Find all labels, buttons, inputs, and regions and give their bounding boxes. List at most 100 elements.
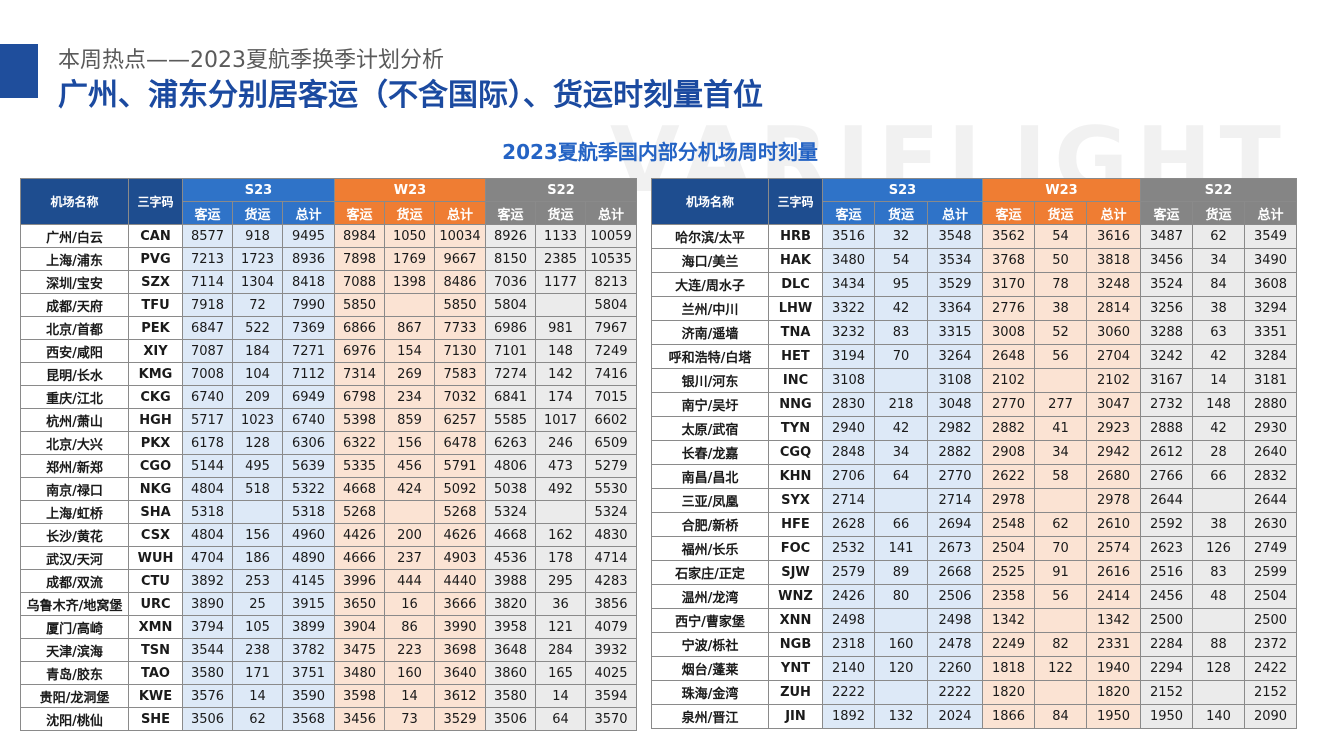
- s22-cargo-cell: 121: [535, 615, 587, 639]
- w23-total-cell: 6257: [434, 408, 487, 432]
- w23-cargo-cell: 50: [1034, 248, 1088, 273]
- airport-code-cell: PKX: [128, 431, 183, 455]
- w23-passenger-cell: 3475: [334, 638, 386, 662]
- s22-cargo-cell: 128: [1192, 656, 1246, 681]
- s23-total-cell: 2882: [926, 440, 984, 465]
- w23-passenger-cell: 6866: [334, 316, 386, 340]
- s23-passenger-cell: 2628: [822, 512, 875, 537]
- w23-total-cell: 1950: [1086, 704, 1142, 729]
- s22-cargo-cell: 36: [535, 592, 587, 616]
- w23-total-cell: 3060: [1086, 320, 1142, 345]
- airport-name-cell: 天津/滨海: [20, 638, 129, 662]
- airport-name-cell: 西宁/曹家堡: [651, 608, 769, 633]
- table-row: 深圳/宝安 SZX 7114 1304 8418 7088 1398 8486 7036 1177…: [20, 270, 638, 294]
- w23-total-cell: 8486: [434, 270, 487, 294]
- w23-cargo-cell: 34: [1034, 440, 1088, 465]
- s22-total-cell: 2422: [1244, 656, 1298, 681]
- airport-code-cell: SYX: [768, 488, 823, 513]
- table-row: 海口/美兰 HAK 3480 54 3534 3768 50 3818 3456 34 3490: [651, 248, 1298, 273]
- w23-total-cell: 4440: [434, 569, 487, 593]
- s22-cargo-cell: 162: [535, 523, 587, 547]
- w23-passenger-cell: 7314: [334, 362, 386, 386]
- s22-total-cell: 3608: [1244, 272, 1298, 297]
- page-subtitle: 本周热点——2023夏航季换季计划分析: [58, 48, 444, 73]
- airport-name-cell: 珠海/金湾: [651, 680, 769, 705]
- w23-cargo-cell: 859: [384, 408, 436, 432]
- airport-name-cell: 沈阳/桃仙: [20, 707, 129, 731]
- s22-total-cell: 8213: [585, 270, 638, 294]
- w23-passenger-cell: 3598: [334, 684, 386, 708]
- w23-cargo-cell: 54: [1034, 224, 1088, 249]
- airport-code-cell: TNA: [768, 320, 823, 345]
- airport-code-cell: KWE: [128, 684, 183, 708]
- sub-passenger: 客运: [822, 201, 875, 225]
- w23-total-cell: 2704: [1086, 344, 1142, 369]
- airport-name-cell: 贵阳/龙洞堡: [20, 684, 129, 708]
- s22-cargo-cell: 492: [535, 477, 587, 501]
- s22-passenger-cell: 3256: [1140, 296, 1194, 321]
- s23-passenger-cell: 7918: [182, 293, 233, 317]
- s23-cargo-cell: 141: [874, 536, 928, 561]
- airport-name-cell: 温州/龙湾: [651, 584, 769, 609]
- s22-passenger-cell: 2294: [1140, 656, 1194, 681]
- s23-total-cell: 2478: [926, 632, 984, 657]
- w23-total-cell: 3248: [1086, 272, 1142, 297]
- table-row: 成都/双流 CTU 3892 253 4145 3996 444 4440 3988 295 428…: [20, 569, 638, 593]
- airport-code-cell: XIY: [128, 339, 183, 363]
- s23-cargo-cell: 238: [232, 638, 283, 662]
- w23-total-cell: 3666: [434, 592, 487, 616]
- w23-total-cell: 5850: [434, 293, 487, 317]
- s23-passenger-cell: 3434: [822, 272, 875, 297]
- airport-name-cell: 杭州/萧山: [20, 408, 129, 432]
- s23-total-cell: 9495: [281, 224, 336, 248]
- group-w23: W23: [982, 178, 1142, 202]
- airport-name-cell: 上海/虹桥: [20, 500, 129, 524]
- s22-cargo-cell: [1192, 680, 1246, 705]
- w23-cargo-cell: 444: [384, 569, 436, 593]
- w23-total-cell: 3047: [1086, 392, 1142, 417]
- s23-cargo-cell: [874, 680, 928, 705]
- airport-code-cell: KHN: [768, 464, 823, 489]
- s23-cargo-cell: 70: [874, 344, 928, 369]
- table-row: 长沙/黄花 CSX 4804 156 4960 4426 200 4626 4668 162 483…: [20, 523, 638, 547]
- w23-cargo-cell: 456: [384, 454, 436, 478]
- s23-passenger-cell: 3516: [822, 224, 875, 249]
- s22-passenger-cell: 2644: [1140, 488, 1194, 513]
- s23-total-cell: 5318: [281, 500, 336, 524]
- sub-passenger: 客运: [485, 201, 537, 225]
- s23-cargo-cell: 105: [232, 615, 283, 639]
- w23-total-cell: 7130: [434, 339, 487, 363]
- airport-code-cell: XMN: [128, 615, 183, 639]
- s23-passenger-cell: 1892: [822, 704, 875, 729]
- w23-passenger-cell: 3904: [334, 615, 386, 639]
- sub-cargo: 货运: [384, 201, 436, 225]
- s23-passenger-cell: 2579: [822, 560, 875, 585]
- w23-total-cell: 5791: [434, 454, 487, 478]
- s22-cargo-cell: [535, 293, 587, 317]
- s23-cargo-cell: 132: [874, 704, 928, 729]
- s23-total-cell: 3534: [926, 248, 984, 273]
- table-row: 杭州/萧山 HGH 5717 1023 6740 5398 859 6257 5585 1017 6…: [20, 408, 638, 432]
- w23-passenger-cell: 8984: [334, 224, 386, 248]
- w23-cargo-cell: 122: [1034, 656, 1088, 681]
- s23-passenger-cell: 6178: [182, 431, 233, 455]
- s22-passenger-cell: 7036: [485, 270, 537, 294]
- airport-code-cell: HET: [768, 344, 823, 369]
- col-code: 三字码: [128, 178, 183, 225]
- s22-total-cell: 2599: [1244, 560, 1298, 585]
- s23-total-cell: 2714: [926, 488, 984, 513]
- s22-total-cell: 7249: [585, 339, 638, 363]
- s23-passenger-cell: 2940: [822, 416, 875, 441]
- w23-passenger-cell: 2548: [982, 512, 1036, 537]
- right-table-body: 哈尔滨/太平 HRB 3516 32 3548 3562 54 3616 3487 62 3549 海…: [651, 224, 1298, 729]
- s22-total-cell: 4079: [585, 615, 638, 639]
- left-table-body: 广州/白云 CAN 8577 918 9495 8984 1050 10034 8926 1133…: [20, 224, 638, 731]
- w23-passenger-cell: 7898: [334, 247, 386, 271]
- s22-cargo-cell: 148: [535, 339, 587, 363]
- s23-cargo-cell: 42: [874, 296, 928, 321]
- s23-cargo-cell: 54: [874, 248, 928, 273]
- airport-name-cell: 济南/遥墙: [651, 320, 769, 345]
- s22-total-cell: 3284: [1244, 344, 1298, 369]
- airport-code-cell: DLC: [768, 272, 823, 297]
- w23-cargo-cell: 867: [384, 316, 436, 340]
